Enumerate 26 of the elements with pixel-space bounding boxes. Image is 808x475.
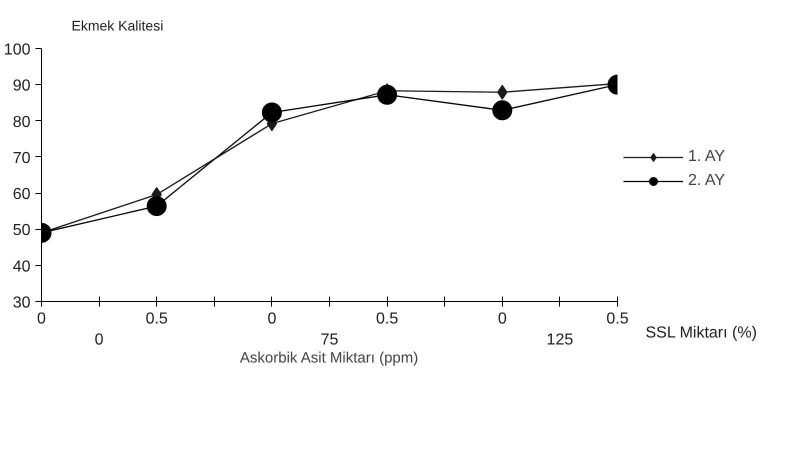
y-tick-label: 80 (12, 114, 31, 131)
y-axis-title: Ekmek Kalitesi (72, 18, 164, 34)
y-tick-label: 40 (12, 258, 31, 276)
x-tick-label: 0 (267, 310, 276, 328)
point (377, 84, 398, 105)
y-tick-label: 60 (12, 186, 31, 204)
text: 125 (546, 332, 574, 348)
y-tick-label: 70 (12, 150, 31, 167)
text: 0 (94, 332, 104, 348)
x-tick-label: 0.5 (606, 310, 629, 328)
x-tick-label: 0 (498, 310, 507, 328)
legend-label: 2. AY (688, 172, 726, 190)
point (146, 196, 167, 216)
text: SSL Miktarı (%) (645, 324, 757, 342)
legend-label: 1. AY (688, 148, 726, 166)
point (492, 100, 512, 120)
y-tick-label: 90 (12, 78, 31, 95)
y-tick-label: 30 (12, 294, 31, 312)
x-tick-label: 0.5 (146, 310, 168, 328)
x-tick-label: 0.5 (376, 310, 398, 328)
y-tick-label: 100 (4, 42, 31, 58)
text: 75 (320, 332, 338, 348)
point (262, 102, 282, 122)
y-tick-label: 50 (12, 222, 31, 240)
x-axis-title: Askorbik Asit Miktarı (ppm) (240, 350, 418, 366)
x-tick-label: 0 (37, 310, 46, 328)
